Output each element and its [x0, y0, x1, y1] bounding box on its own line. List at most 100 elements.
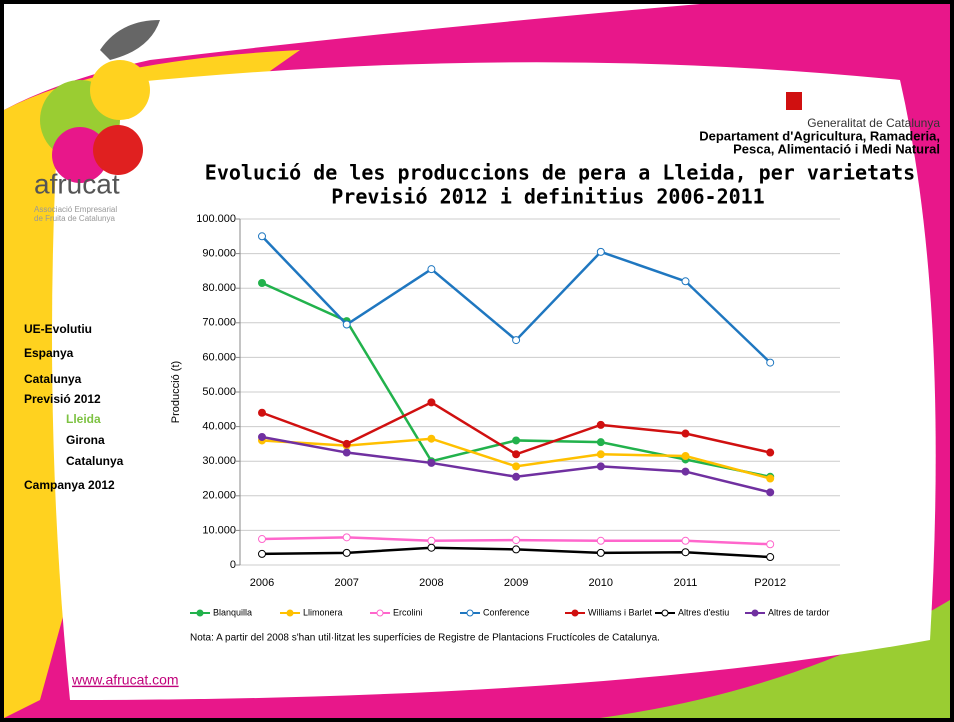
legend-label: Conference: [483, 607, 530, 617]
menu-item[interactable]: Campanya 2012: [24, 478, 115, 492]
legend-label: Blanquilla: [213, 607, 252, 617]
y-tick-label: 0: [230, 559, 236, 571]
data-point: [596, 548, 605, 557]
data-point: [427, 536, 436, 545]
menu-item[interactable]: Catalunya: [24, 372, 82, 386]
data-point: [766, 488, 775, 497]
legend-label: Altres d'estiu: [678, 607, 729, 617]
data-point: [681, 467, 690, 476]
data-point: [681, 536, 690, 545]
institution-emblem: [786, 92, 802, 110]
data-point: [258, 408, 266, 417]
y-tick-label: 80.000: [202, 282, 236, 294]
logo-leaf: [90, 60, 150, 120]
data-point: [596, 536, 605, 545]
data-point: [512, 336, 521, 345]
data-point: [512, 436, 521, 445]
x-tick-label: 2009: [504, 577, 528, 589]
data-point: [512, 545, 521, 554]
y-tick-label: 20.000: [202, 490, 236, 502]
data-point: [681, 452, 690, 461]
data-point: [427, 434, 436, 443]
menu-item[interactable]: UE-Evolutiu: [24, 322, 92, 336]
x-tick-label: 2007: [334, 577, 358, 589]
x-tick-label: 2006: [250, 577, 274, 589]
data-point: [512, 536, 521, 545]
data-point: [766, 540, 775, 549]
logo-leaf: [93, 125, 143, 175]
menu-item[interactable]: Previsió 2012: [24, 392, 101, 406]
y-tick-label: 30.000: [202, 455, 236, 467]
data-point: [342, 533, 351, 542]
data-point: [342, 439, 351, 448]
legend-label: Altres de tardor: [768, 607, 830, 617]
institution-line: Departament d'Agricultura, Ramaderia,: [699, 128, 940, 143]
data-point: [766, 474, 775, 483]
data-point: [512, 450, 521, 459]
y-tick-label: 90.000: [202, 248, 236, 260]
x-tick-label: 2008: [419, 577, 443, 589]
data-point: [596, 462, 605, 471]
x-tick-label: 2010: [589, 577, 613, 589]
legend-marker: [571, 609, 579, 617]
y-tick-label: 50.000: [202, 386, 236, 398]
data-point: [512, 472, 521, 481]
y-axis-label: Producció (t): [170, 361, 182, 423]
y-tick-label: 60.000: [202, 351, 236, 363]
legend-label: Llimonera: [303, 607, 343, 617]
legend-label: Ercolini: [393, 607, 423, 617]
data-point: [427, 398, 436, 407]
swoosh-green: [600, 600, 950, 718]
menu-item[interactable]: Lleida: [66, 412, 101, 426]
legend-marker: [466, 609, 474, 617]
data-point: [427, 543, 436, 552]
logo-leaf: [52, 127, 108, 183]
legend-marker: [286, 609, 294, 617]
swoosh-white: [4, 4, 700, 110]
data-point: [258, 279, 266, 288]
data-point: [766, 553, 775, 562]
chart-note: Nota: A partir del 2008 s'han util·litza…: [190, 633, 660, 644]
legend-label: Williams i Barlet: [588, 607, 653, 617]
content-area: [52, 62, 936, 700]
x-tick-label: P2012: [754, 577, 786, 589]
data-point: [681, 548, 690, 557]
y-tick-label: 100.000: [196, 213, 236, 225]
logo-tagline: de Fruita de Catalunya: [34, 214, 115, 223]
legend-marker: [376, 609, 384, 617]
menu-item[interactable]: Catalunya: [66, 454, 124, 468]
data-point: [258, 232, 266, 241]
y-tick-label: 40.000: [202, 421, 236, 433]
data-point: [512, 462, 521, 471]
data-point: [681, 429, 690, 438]
institution-line: Generalitat de Catalunya: [807, 116, 940, 130]
data-point: [766, 448, 775, 457]
data-point: [596, 438, 605, 447]
data-point: [596, 450, 605, 459]
y-tick-label: 10.000: [202, 524, 236, 536]
data-point: [427, 458, 436, 467]
menu-item[interactable]: Girona: [66, 433, 105, 447]
logo-name: afrucat: [34, 168, 120, 199]
data-point: [596, 247, 605, 256]
logo-tagline: Associació Empresarial: [34, 205, 117, 214]
data-point: [342, 548, 351, 557]
x-tick-label: 2011: [674, 577, 698, 589]
data-point: [596, 420, 605, 429]
data-point: [681, 277, 690, 286]
y-tick-label: 70.000: [202, 317, 236, 329]
chart-subtitle: Previsió 2012 i definitius 2006-2011: [331, 185, 764, 209]
chart-title: Evolució de les produccions de pera a Ll…: [205, 161, 915, 185]
logo-leaf: [100, 20, 160, 60]
url[interactable]: www.afrucat.com: [71, 672, 179, 688]
legend-marker: [751, 609, 759, 617]
menu-item[interactable]: Espanya: [24, 346, 74, 360]
legend-marker: [196, 609, 204, 617]
data-point: [342, 448, 351, 457]
data-point: [258, 535, 266, 544]
data-point: [258, 549, 266, 558]
data-point: [342, 320, 351, 329]
data-point: [766, 358, 775, 367]
institution-line: Pesca, Alimentació i Medi Natural: [733, 141, 940, 156]
